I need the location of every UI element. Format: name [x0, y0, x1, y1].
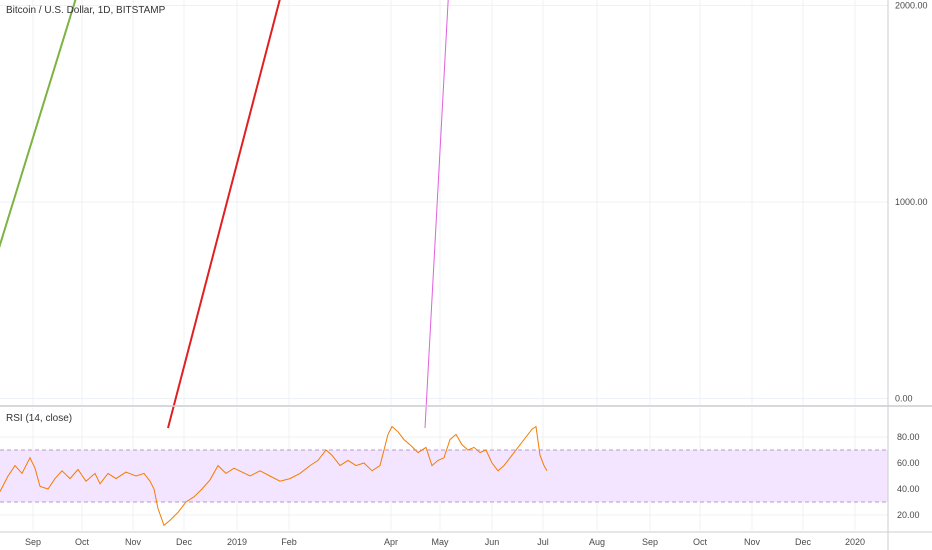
- rsi-tick-label: 80.00: [897, 432, 920, 442]
- x-tick-label: Dec: [795, 537, 812, 547]
- rsi-line: [0, 425, 548, 527]
- rsi-axis-labels: 20.00 40.00 60.00 80.00: [897, 432, 920, 520]
- rsi-tick-label: 40.00: [897, 484, 920, 494]
- x-tick-label: 2020: [845, 537, 865, 547]
- x-tick-label: Dec: [176, 537, 193, 547]
- price-tick-label: 0.00: [895, 394, 913, 404]
- x-tick-label: Feb: [281, 537, 297, 547]
- price-axis-labels: 0.001000.002000.003000.004000.005000.006…: [895, 1, 928, 404]
- x-tick-label: Jul: [537, 537, 549, 547]
- rsi-title: RSI (14, close): [6, 413, 72, 424]
- x-tick-label: May: [431, 537, 449, 547]
- x-tick-label: Sep: [25, 537, 41, 547]
- x-tick-label: Oct: [693, 537, 708, 547]
- x-tick-label: 2019: [227, 537, 247, 547]
- rsi-series: [0, 425, 548, 527]
- rsi-tick-label: 20.00: [897, 510, 920, 520]
- rsi-tick-label: 60.00: [897, 458, 920, 468]
- x-tick-label: Apr: [384, 537, 398, 547]
- x-tick-label: Oct: [75, 537, 90, 547]
- x-tick-label: Nov: [744, 537, 761, 547]
- x-tick-label: Jun: [485, 537, 500, 547]
- x-tick-label: Aug: [589, 537, 605, 547]
- x-tick-label: Nov: [125, 537, 142, 547]
- x-tick-label: Sep: [642, 537, 658, 547]
- x-axis-labels: Sep Oct Nov Dec 2019 Feb Apr May Jun Jul Aug Sep Oct…: [25, 537, 865, 547]
- price-tick-label: 2000.00: [895, 1, 928, 11]
- rsi-overbought-oversold-band: [0, 450, 888, 502]
- rsi-band: [0, 449, 888, 503]
- price-gridlines: [0, 0, 888, 405]
- trendline: [167, 0, 281, 429]
- trendline: [0, 0, 77, 249]
- trendlines: [0, 0, 449, 429]
- trendline: [424, 0, 449, 429]
- chart-title: Bitcoin / U.S. Dollar, 1D, BITSTAMP: [6, 5, 166, 16]
- price-tick-label: 1000.00: [895, 197, 928, 207]
